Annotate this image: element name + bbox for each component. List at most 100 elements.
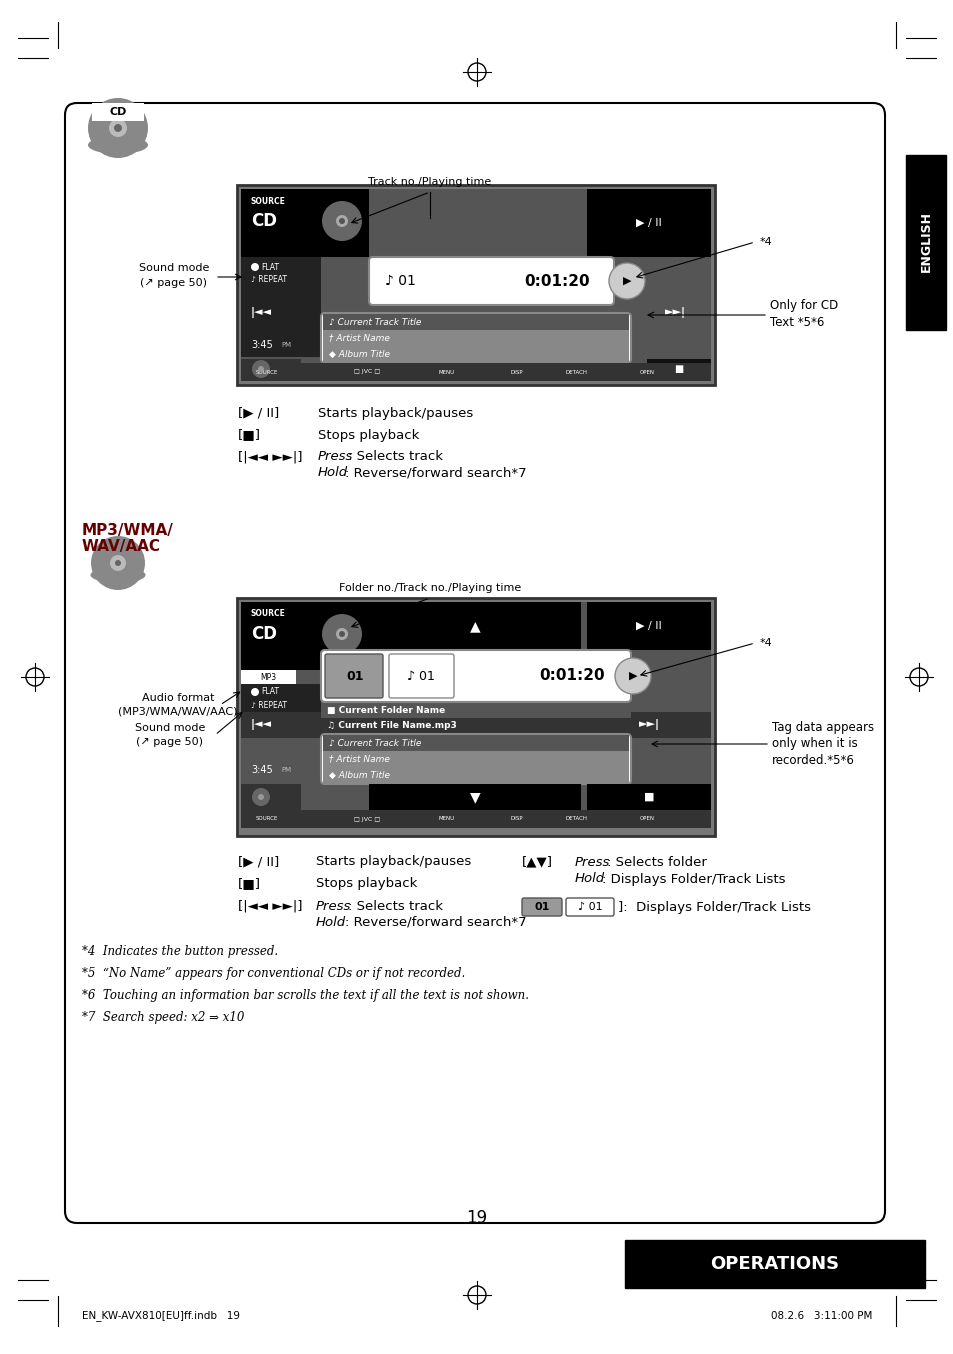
Text: ENGLISH: ENGLISH bbox=[919, 211, 931, 272]
Text: [▶ / II]: [▶ / II] bbox=[237, 406, 279, 420]
FancyBboxPatch shape bbox=[586, 190, 710, 257]
Text: *4  Indicates the button pressed.: *4 Indicates the button pressed. bbox=[82, 945, 278, 959]
Text: : Reverse/forward search*7: : Reverse/forward search*7 bbox=[345, 915, 526, 929]
Text: EN_KW-AVX810[EU]ff.indb   19: EN_KW-AVX810[EU]ff.indb 19 bbox=[82, 1311, 240, 1322]
FancyBboxPatch shape bbox=[369, 257, 614, 305]
Circle shape bbox=[322, 613, 361, 654]
Circle shape bbox=[338, 218, 345, 223]
FancyBboxPatch shape bbox=[241, 257, 320, 357]
Text: ♫ Current File Name.mp3: ♫ Current File Name.mp3 bbox=[327, 722, 456, 731]
Text: 01: 01 bbox=[534, 902, 549, 913]
Text: Press: Press bbox=[317, 451, 353, 463]
Text: [|◄◄ ►►|]: [|◄◄ ►►|] bbox=[237, 899, 302, 913]
Circle shape bbox=[252, 788, 270, 806]
Text: 0:01:20: 0:01:20 bbox=[523, 274, 589, 288]
Text: Starts playback/pauses: Starts playback/pauses bbox=[315, 856, 471, 868]
Text: ▶: ▶ bbox=[628, 672, 637, 681]
Text: SOURCE: SOURCE bbox=[255, 816, 278, 822]
Text: DISP: DISP bbox=[510, 370, 523, 375]
FancyBboxPatch shape bbox=[241, 712, 320, 738]
Text: DISP: DISP bbox=[510, 816, 523, 822]
Text: *5  “No Name” appears for conventional CDs or if not recorded.: *5 “No Name” appears for conventional CD… bbox=[82, 968, 465, 980]
Text: ♪ 01: ♪ 01 bbox=[385, 274, 416, 288]
FancyBboxPatch shape bbox=[624, 1240, 924, 1288]
Text: 3:45: 3:45 bbox=[251, 765, 273, 774]
Text: [■]: [■] bbox=[237, 428, 261, 441]
FancyBboxPatch shape bbox=[323, 314, 628, 330]
Text: recorded.*5*6: recorded.*5*6 bbox=[771, 753, 854, 766]
Text: [▶ / II]: [▶ / II] bbox=[237, 856, 279, 868]
Text: Folder no./Track no./Playing time: Folder no./Track no./Playing time bbox=[338, 584, 520, 593]
Text: Hold: Hold bbox=[315, 915, 346, 929]
Text: □ JVC □: □ JVC □ bbox=[354, 370, 379, 375]
Text: Track no./Playing time: Track no./Playing time bbox=[368, 177, 491, 187]
Text: 19: 19 bbox=[466, 1209, 487, 1227]
FancyBboxPatch shape bbox=[624, 712, 710, 738]
Circle shape bbox=[115, 561, 121, 566]
Text: 0:01:20: 0:01:20 bbox=[538, 669, 604, 684]
Text: OPERATIONS: OPERATIONS bbox=[710, 1255, 839, 1273]
Circle shape bbox=[257, 366, 264, 372]
Circle shape bbox=[608, 263, 644, 299]
Text: SOURCE: SOURCE bbox=[251, 609, 286, 619]
FancyBboxPatch shape bbox=[320, 734, 630, 784]
FancyBboxPatch shape bbox=[91, 103, 144, 121]
Text: † Artist Name: † Artist Name bbox=[329, 333, 390, 343]
FancyBboxPatch shape bbox=[646, 359, 710, 379]
Text: |◄◄: |◄◄ bbox=[251, 719, 272, 731]
Text: : Reverse/forward search*7: : Reverse/forward search*7 bbox=[345, 467, 526, 479]
Text: ◆ Album Title: ◆ Album Title bbox=[329, 349, 390, 359]
FancyBboxPatch shape bbox=[521, 898, 561, 917]
Text: Sound mode: Sound mode bbox=[139, 263, 209, 274]
Text: [■]: [■] bbox=[237, 877, 261, 891]
Text: CD: CD bbox=[251, 213, 276, 230]
Text: Press: Press bbox=[315, 899, 351, 913]
Text: *6  Touching an information bar scrolls the text if all the text is not shown.: *6 Touching an information bar scrolls t… bbox=[82, 990, 529, 1002]
Text: : Displays Folder/Track Lists: : Displays Folder/Track Lists bbox=[601, 872, 784, 886]
Text: 08.2.6   3:11:00 PM: 08.2.6 3:11:00 PM bbox=[770, 1311, 871, 1322]
Text: [|◄◄ ►►|]: [|◄◄ ►►|] bbox=[237, 451, 302, 463]
FancyBboxPatch shape bbox=[241, 190, 369, 257]
Text: SOURCE: SOURCE bbox=[255, 370, 278, 375]
Text: ■ Current Folder Name: ■ Current Folder Name bbox=[327, 705, 445, 715]
FancyBboxPatch shape bbox=[241, 363, 710, 380]
Circle shape bbox=[615, 658, 650, 695]
Circle shape bbox=[251, 688, 258, 696]
FancyBboxPatch shape bbox=[241, 684, 320, 712]
Text: only when it is: only when it is bbox=[771, 738, 857, 750]
Text: [▲▼]: [▲▼] bbox=[521, 856, 553, 868]
Text: WAV/AAC: WAV/AAC bbox=[82, 539, 161, 555]
Text: (↗ page 50): (↗ page 50) bbox=[136, 737, 203, 747]
Text: FLAT: FLAT bbox=[261, 263, 278, 272]
Text: PM: PM bbox=[281, 766, 291, 773]
FancyBboxPatch shape bbox=[565, 898, 614, 917]
Text: □ JVC □: □ JVC □ bbox=[354, 816, 379, 822]
Text: : Selects folder: : Selects folder bbox=[606, 856, 706, 868]
Text: ◆ Album Title: ◆ Album Title bbox=[329, 770, 390, 780]
Text: 3:45: 3:45 bbox=[251, 340, 273, 349]
Text: SOURCE: SOURCE bbox=[251, 196, 286, 206]
Circle shape bbox=[88, 97, 148, 158]
Text: ♪ Current Track Title: ♪ Current Track Title bbox=[329, 317, 421, 326]
Text: Hold: Hold bbox=[317, 467, 348, 479]
FancyBboxPatch shape bbox=[323, 735, 628, 751]
Text: ▼: ▼ bbox=[469, 789, 479, 804]
Text: ▶ / II: ▶ / II bbox=[636, 218, 661, 227]
Circle shape bbox=[91, 536, 145, 590]
Text: Sound mode: Sound mode bbox=[134, 723, 205, 733]
FancyBboxPatch shape bbox=[320, 701, 630, 718]
Text: MP3: MP3 bbox=[259, 673, 275, 681]
Text: ♪ REPEAT: ♪ REPEAT bbox=[251, 275, 287, 284]
Text: CD: CD bbox=[110, 107, 127, 116]
FancyBboxPatch shape bbox=[325, 654, 382, 699]
FancyBboxPatch shape bbox=[241, 257, 710, 357]
Circle shape bbox=[335, 628, 348, 640]
Text: MENU: MENU bbox=[438, 370, 455, 375]
Circle shape bbox=[335, 215, 348, 227]
FancyBboxPatch shape bbox=[586, 603, 710, 650]
FancyBboxPatch shape bbox=[586, 784, 710, 810]
Text: (MP3/WMA/WAV/AAC): (MP3/WMA/WAV/AAC) bbox=[118, 707, 237, 718]
Text: ♪ REPEAT: ♪ REPEAT bbox=[251, 700, 287, 709]
FancyBboxPatch shape bbox=[369, 603, 580, 650]
Text: DETACH: DETACH bbox=[565, 816, 587, 822]
